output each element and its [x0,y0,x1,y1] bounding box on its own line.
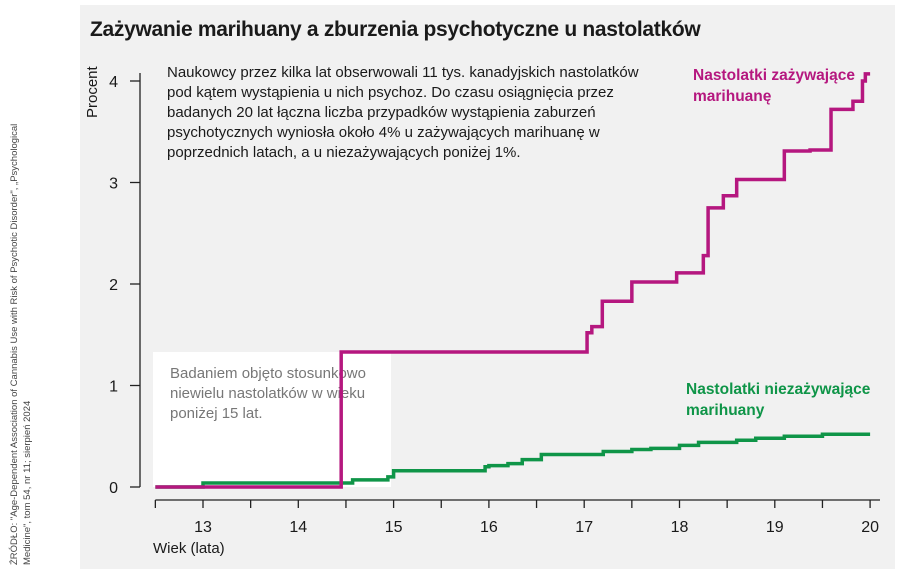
series-users-line [155,72,871,489]
under-15-highlight [153,352,391,487]
y-tick-label: 4 [109,74,118,91]
x-tick-label: 18 [671,519,689,536]
series-nonusers-line [155,432,871,489]
chart-description: Naukowcy przez kilka lat obserwowali 11 … [167,64,639,161]
under-15-annotation: Badaniem objęto stosunkowo niewielu nast… [170,365,366,422]
x-tick-label: 17 [575,519,593,536]
x-tick-label: 15 [385,519,403,536]
x-axis-label: Wiek (lata) [153,540,225,557]
y-tick-label: 1 [109,379,118,396]
x-tick-label: 14 [289,519,307,536]
y-tick-label: 3 [109,176,118,193]
x-tick-label: 19 [766,519,784,536]
y-tick-label: 2 [109,277,118,294]
legend-users: Nastolatki zażywające marihuanę [693,67,855,105]
y-tick-label: 0 [109,480,118,497]
legend-nonusers: Nastolatki niezażywające marihuany [686,381,871,419]
x-tick-label: 16 [480,519,498,536]
chart-title: Zażywanie marihuany a zburzenia psychoty… [90,18,701,41]
x-tick-label: 13 [194,519,212,536]
x-tick-label: 20 [861,519,879,536]
